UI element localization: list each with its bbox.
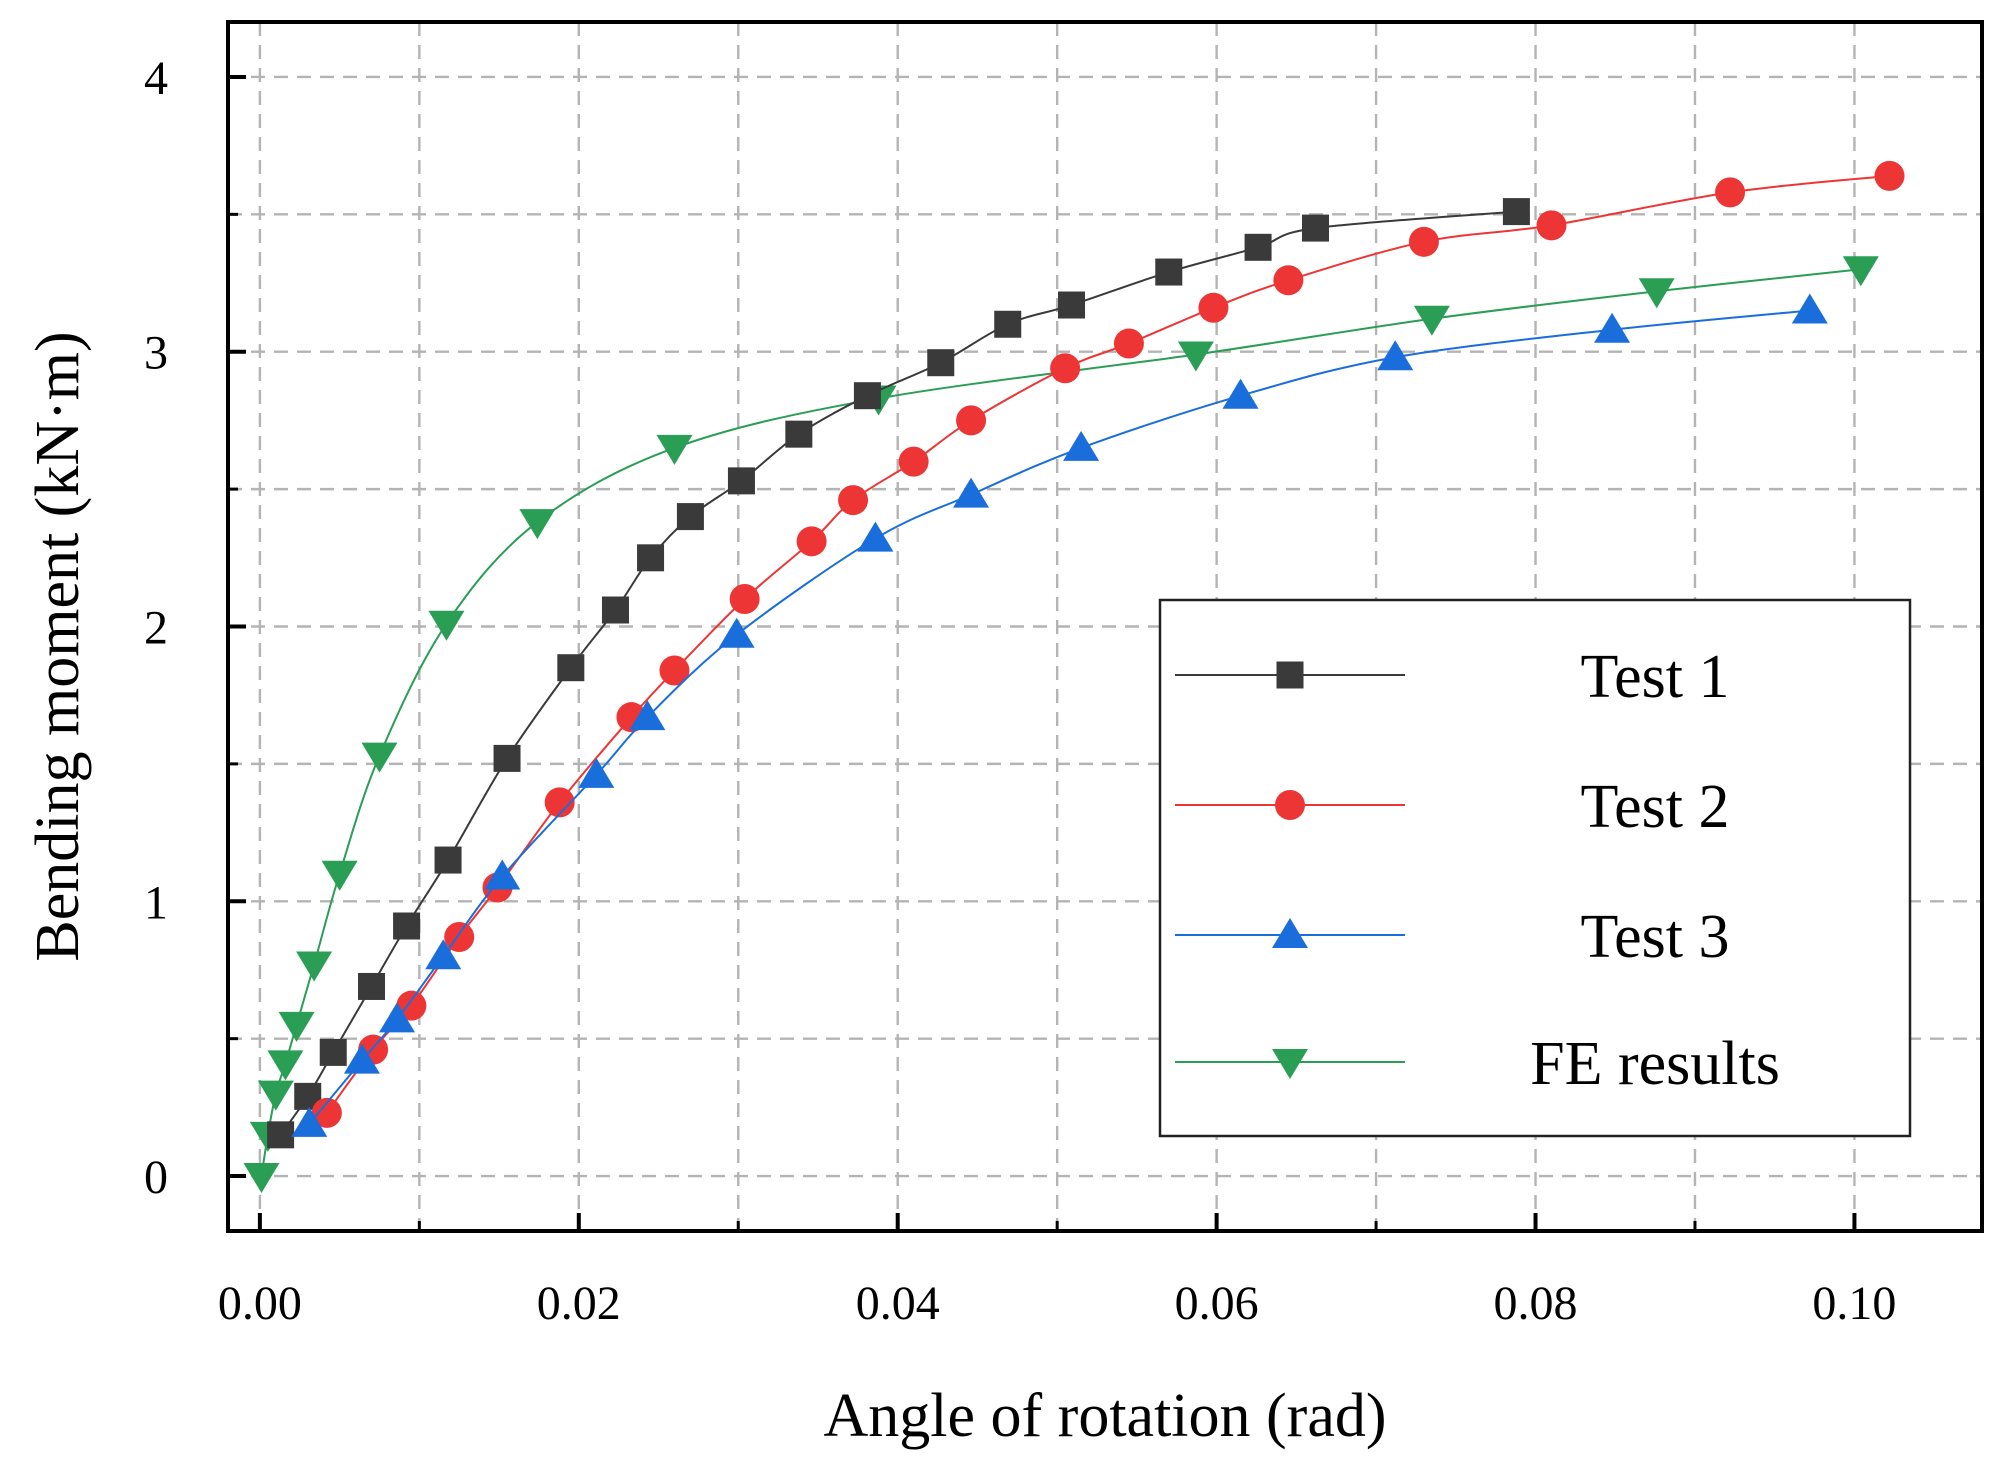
data-point bbox=[1198, 292, 1229, 323]
data-point bbox=[898, 446, 929, 477]
data-point bbox=[927, 349, 955, 377]
legend-marker bbox=[1272, 918, 1308, 948]
data-point bbox=[1502, 198, 1530, 226]
x-tick-label: 0.10 bbox=[1812, 1277, 1896, 1330]
x-tick-label: 0.00 bbox=[218, 1277, 302, 1330]
data-point bbox=[729, 584, 760, 615]
data-point bbox=[1155, 258, 1183, 286]
data-point bbox=[519, 509, 556, 540]
data-point bbox=[953, 477, 990, 508]
data-point bbox=[361, 742, 398, 773]
data-point bbox=[428, 610, 465, 641]
data-point bbox=[1177, 341, 1214, 372]
legend-entry: Test 3 bbox=[1175, 903, 1729, 971]
data-point bbox=[578, 757, 615, 788]
axis-ticks: 0.00 0.02 0.04 0.06 0.08 0.10 0 1 2 3 4 bbox=[144, 52, 1896, 1330]
data-point bbox=[676, 503, 704, 531]
data-point bbox=[1842, 256, 1879, 287]
y-tick-label: 4 bbox=[144, 52, 168, 105]
data-point bbox=[853, 382, 881, 410]
data-point bbox=[343, 1043, 380, 1074]
data-point bbox=[659, 655, 690, 686]
data-point bbox=[1222, 378, 1259, 409]
data-point bbox=[296, 951, 333, 982]
y-tick-label: 2 bbox=[144, 602, 168, 655]
data-point bbox=[1301, 214, 1329, 242]
data-point bbox=[601, 596, 629, 624]
x-tick-label: 0.04 bbox=[856, 1277, 940, 1330]
data-point bbox=[1536, 210, 1567, 241]
x-tick-label: 0.08 bbox=[1494, 1277, 1578, 1330]
data-point bbox=[1638, 278, 1675, 309]
data-point bbox=[1715, 177, 1746, 208]
y-tick-label: 0 bbox=[144, 1151, 168, 1204]
legend-entry: Test 1 bbox=[1175, 643, 1729, 711]
data-point bbox=[1063, 430, 1100, 461]
data-point bbox=[267, 1050, 304, 1081]
data-point bbox=[434, 846, 462, 874]
data-point bbox=[257, 1080, 294, 1111]
data-point bbox=[319, 1038, 347, 1066]
series-test-3 bbox=[291, 293, 1828, 1137]
data-point bbox=[396, 990, 427, 1021]
data-point bbox=[994, 310, 1022, 338]
data-point bbox=[557, 654, 585, 682]
data-point bbox=[1377, 340, 1414, 371]
legend-entry: Test 2 bbox=[1175, 773, 1729, 841]
data-point bbox=[393, 912, 421, 940]
data-point bbox=[1408, 226, 1439, 257]
legend-marker bbox=[1276, 661, 1304, 689]
legend-marker bbox=[1272, 1049, 1308, 1079]
data-point bbox=[358, 972, 386, 1000]
data-point bbox=[785, 420, 813, 448]
data-point bbox=[379, 1002, 416, 1033]
legend-box bbox=[1158, 598, 1912, 1138]
legend-label: FE results bbox=[1530, 1030, 1780, 1098]
data-point bbox=[629, 700, 666, 731]
plot-series bbox=[243, 160, 1905, 1194]
x-tick-label: 0.02 bbox=[537, 1277, 621, 1330]
data-point bbox=[321, 860, 358, 891]
data-point bbox=[267, 1121, 295, 1149]
legend: Test 1 Test 2 Test 3 FE results bbox=[1158, 598, 1912, 1138]
data-point bbox=[243, 1163, 280, 1194]
data-point bbox=[1113, 328, 1144, 359]
legend-marker bbox=[1275, 790, 1305, 820]
data-point bbox=[718, 617, 755, 648]
data-point bbox=[637, 544, 665, 572]
data-point bbox=[493, 744, 521, 772]
data-point bbox=[857, 521, 894, 552]
data-point bbox=[1594, 312, 1631, 343]
y-tick-label: 3 bbox=[144, 327, 168, 380]
data-point bbox=[796, 526, 827, 557]
series-line bbox=[326, 174, 1890, 1114]
data-point bbox=[1874, 160, 1905, 191]
x-tick-label: 0.06 bbox=[1175, 1277, 1259, 1330]
data-point bbox=[656, 434, 693, 465]
legend-label: Test 2 bbox=[1581, 773, 1730, 841]
data-point bbox=[311, 1097, 342, 1128]
data-point bbox=[278, 1011, 315, 1042]
data-point bbox=[956, 405, 987, 436]
legend-label: Test 1 bbox=[1581, 643, 1730, 711]
legend-label: Test 3 bbox=[1581, 903, 1730, 971]
data-point bbox=[1058, 291, 1086, 319]
y-tick-label: 1 bbox=[144, 876, 168, 929]
data-point bbox=[1791, 293, 1828, 324]
data-point bbox=[484, 859, 521, 890]
data-point bbox=[1244, 233, 1272, 261]
data-point bbox=[544, 787, 575, 818]
legend-entry: FE results bbox=[1175, 1030, 1780, 1098]
series-test-1 bbox=[267, 198, 1530, 1149]
data-point bbox=[838, 485, 869, 516]
x-axis-title: Angle of rotation (rad) bbox=[824, 1382, 1387, 1450]
data-point bbox=[1050, 353, 1081, 384]
data-point bbox=[1273, 265, 1304, 296]
data-point bbox=[1413, 305, 1450, 336]
data-point bbox=[291, 1106, 328, 1137]
data-point bbox=[727, 467, 755, 495]
data-point bbox=[425, 939, 462, 970]
y-axis-title: Bending moment (kN·m) bbox=[24, 331, 92, 961]
